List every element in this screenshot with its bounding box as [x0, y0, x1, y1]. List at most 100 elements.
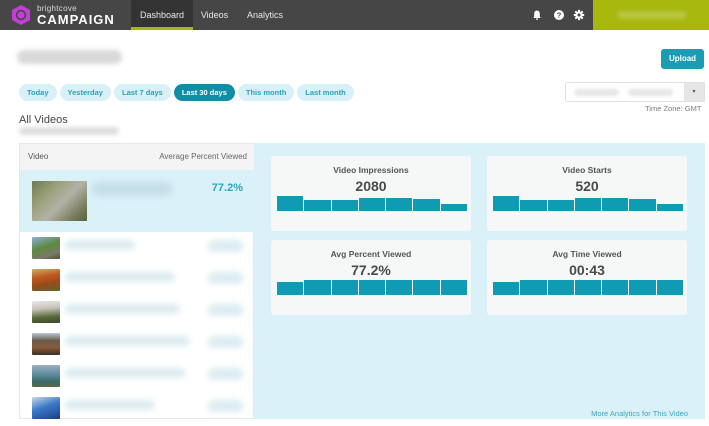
timezone-label: Time Zone: GMT [645, 104, 702, 113]
metric-card-avg-percent-viewed: Avg Percent Viewed 77.2% [271, 240, 471, 315]
sparkbar [656, 280, 683, 295]
video-value-redacted [208, 336, 243, 348]
video-title-redacted [65, 336, 190, 346]
filter-last-7-days[interactable]: Last 7 days [113, 84, 171, 101]
upload-button[interactable]: Upload [661, 49, 704, 69]
video-thumbnail [32, 181, 87, 221]
filter-today[interactable]: Today [19, 84, 57, 101]
brightcove-campaign-logo[interactable]: brightcove CAMPAIGN [10, 4, 140, 28]
metric-card-avg-time-viewed: Avg Time Viewed 00:43 [487, 240, 687, 315]
video-value-redacted [208, 368, 243, 380]
metric-title: Video Starts [562, 165, 612, 175]
sparkbar [331, 199, 358, 211]
video-title-redacted [65, 240, 135, 250]
video-row[interactable] [20, 266, 255, 298]
metric-sparkbar-chart [493, 280, 683, 295]
video-row[interactable] [20, 330, 255, 362]
video-thumbnail [32, 365, 60, 387]
video-avg-percent-viewed: 77.2% [211, 182, 243, 194]
video-title-redacted [65, 400, 155, 410]
filter-last-30-days[interactable]: Last 30 days [173, 84, 235, 101]
video-list-header: Video Average Percent Viewed [20, 144, 255, 170]
nav-tab-videos[interactable]: Videos [200, 10, 229, 20]
start-date-redacted [574, 89, 619, 96]
video-title-redacted [65, 272, 175, 282]
column-header-avg-percent-viewed[interactable]: Average Percent Viewed [159, 152, 247, 161]
video-row[interactable] [20, 234, 255, 266]
hexagon-logo-icon [12, 5, 30, 25]
svg-text:?: ? [557, 11, 562, 20]
sparkbar [547, 280, 574, 295]
metric-sparkbar-chart [277, 280, 467, 295]
end-date-redacted [628, 89, 673, 96]
metric-sparkbar-chart [277, 196, 467, 211]
video-row[interactable] [20, 298, 255, 330]
chevron-down-icon[interactable]: ▾ [684, 83, 704, 101]
metric-value: 00:43 [569, 262, 605, 278]
sparkbar [574, 197, 602, 211]
user-name-redacted [617, 11, 687, 19]
sparkbar [331, 280, 358, 295]
metric-card-video-starts: Video Starts 520 [487, 156, 687, 231]
section-title: All Videos [19, 114, 68, 126]
sparkbar [413, 199, 440, 211]
column-header-video[interactable]: Video [28, 152, 49, 161]
date-filter-group: Today Yesterday Last 7 days Last 30 days… [19, 84, 354, 101]
video-list: Video Average Percent Viewed 77.2% [19, 143, 255, 419]
metric-title: Avg Time Viewed [552, 249, 622, 259]
sparkbar [277, 281, 304, 295]
sparkbar [656, 204, 683, 211]
help-icon[interactable]: ? [553, 9, 565, 21]
video-row[interactable] [20, 362, 255, 394]
video-value-redacted [208, 400, 243, 412]
user-account-menu[interactable] [593, 0, 709, 30]
sparkbar [440, 280, 467, 295]
metric-value: 520 [575, 178, 599, 194]
sparkbar [358, 197, 386, 211]
sparkbar [304, 280, 331, 295]
nav-tab-analytics[interactable]: Analytics [246, 10, 283, 20]
video-thumbnail [32, 269, 60, 291]
metric-value: 77.2% [351, 262, 391, 278]
sparkbar [277, 196, 304, 211]
logo-brand-text: brightcove [37, 4, 77, 13]
video-row[interactable] [20, 394, 255, 426]
sparkbar [574, 280, 602, 295]
sparkbar [520, 280, 547, 295]
sparkbar [386, 280, 413, 295]
video-value-redacted [208, 240, 243, 252]
more-analytics-link[interactable]: More Analytics for This Video [591, 409, 688, 418]
sparkbar [493, 281, 520, 295]
sparkbar [629, 199, 656, 211]
metric-sparkbar-chart [493, 196, 683, 211]
date-range-select[interactable]: ▾ [565, 82, 705, 102]
sparkbar [358, 280, 386, 295]
sparkbar [304, 199, 331, 211]
sparkbar [602, 197, 629, 211]
sparkbar [413, 280, 440, 295]
logo-product-text: CAMPAIGN [37, 12, 115, 27]
sparkbar [386, 197, 413, 211]
metric-card-video-impressions: Video Impressions 2080 [271, 156, 471, 231]
video-thumbnail [32, 301, 60, 323]
sparkbar [493, 196, 520, 211]
metric-title: Avg Percent Viewed [330, 249, 412, 259]
sparkbar [602, 280, 629, 295]
video-thumbnail [32, 333, 60, 355]
sparkbar [629, 280, 656, 295]
nav-tab-dashboard[interactable]: Dashboard [131, 0, 193, 30]
video-title-redacted [92, 182, 172, 196]
video-thumbnail [32, 397, 60, 419]
metric-value: 2080 [355, 178, 387, 194]
filter-yesterday[interactable]: Yesterday [59, 84, 111, 101]
sparkbar [520, 199, 547, 211]
video-row-selected[interactable]: 77.2% [20, 170, 255, 232]
sparkbar [440, 204, 467, 211]
filter-this-month[interactable]: This month [237, 84, 295, 101]
bell-icon[interactable] [531, 9, 543, 21]
gear-icon[interactable] [573, 9, 585, 21]
video-thumbnail [32, 237, 60, 259]
filter-last-month[interactable]: Last month [297, 84, 354, 101]
video-title-redacted [65, 304, 180, 314]
metric-title: Video Impressions [333, 165, 409, 175]
